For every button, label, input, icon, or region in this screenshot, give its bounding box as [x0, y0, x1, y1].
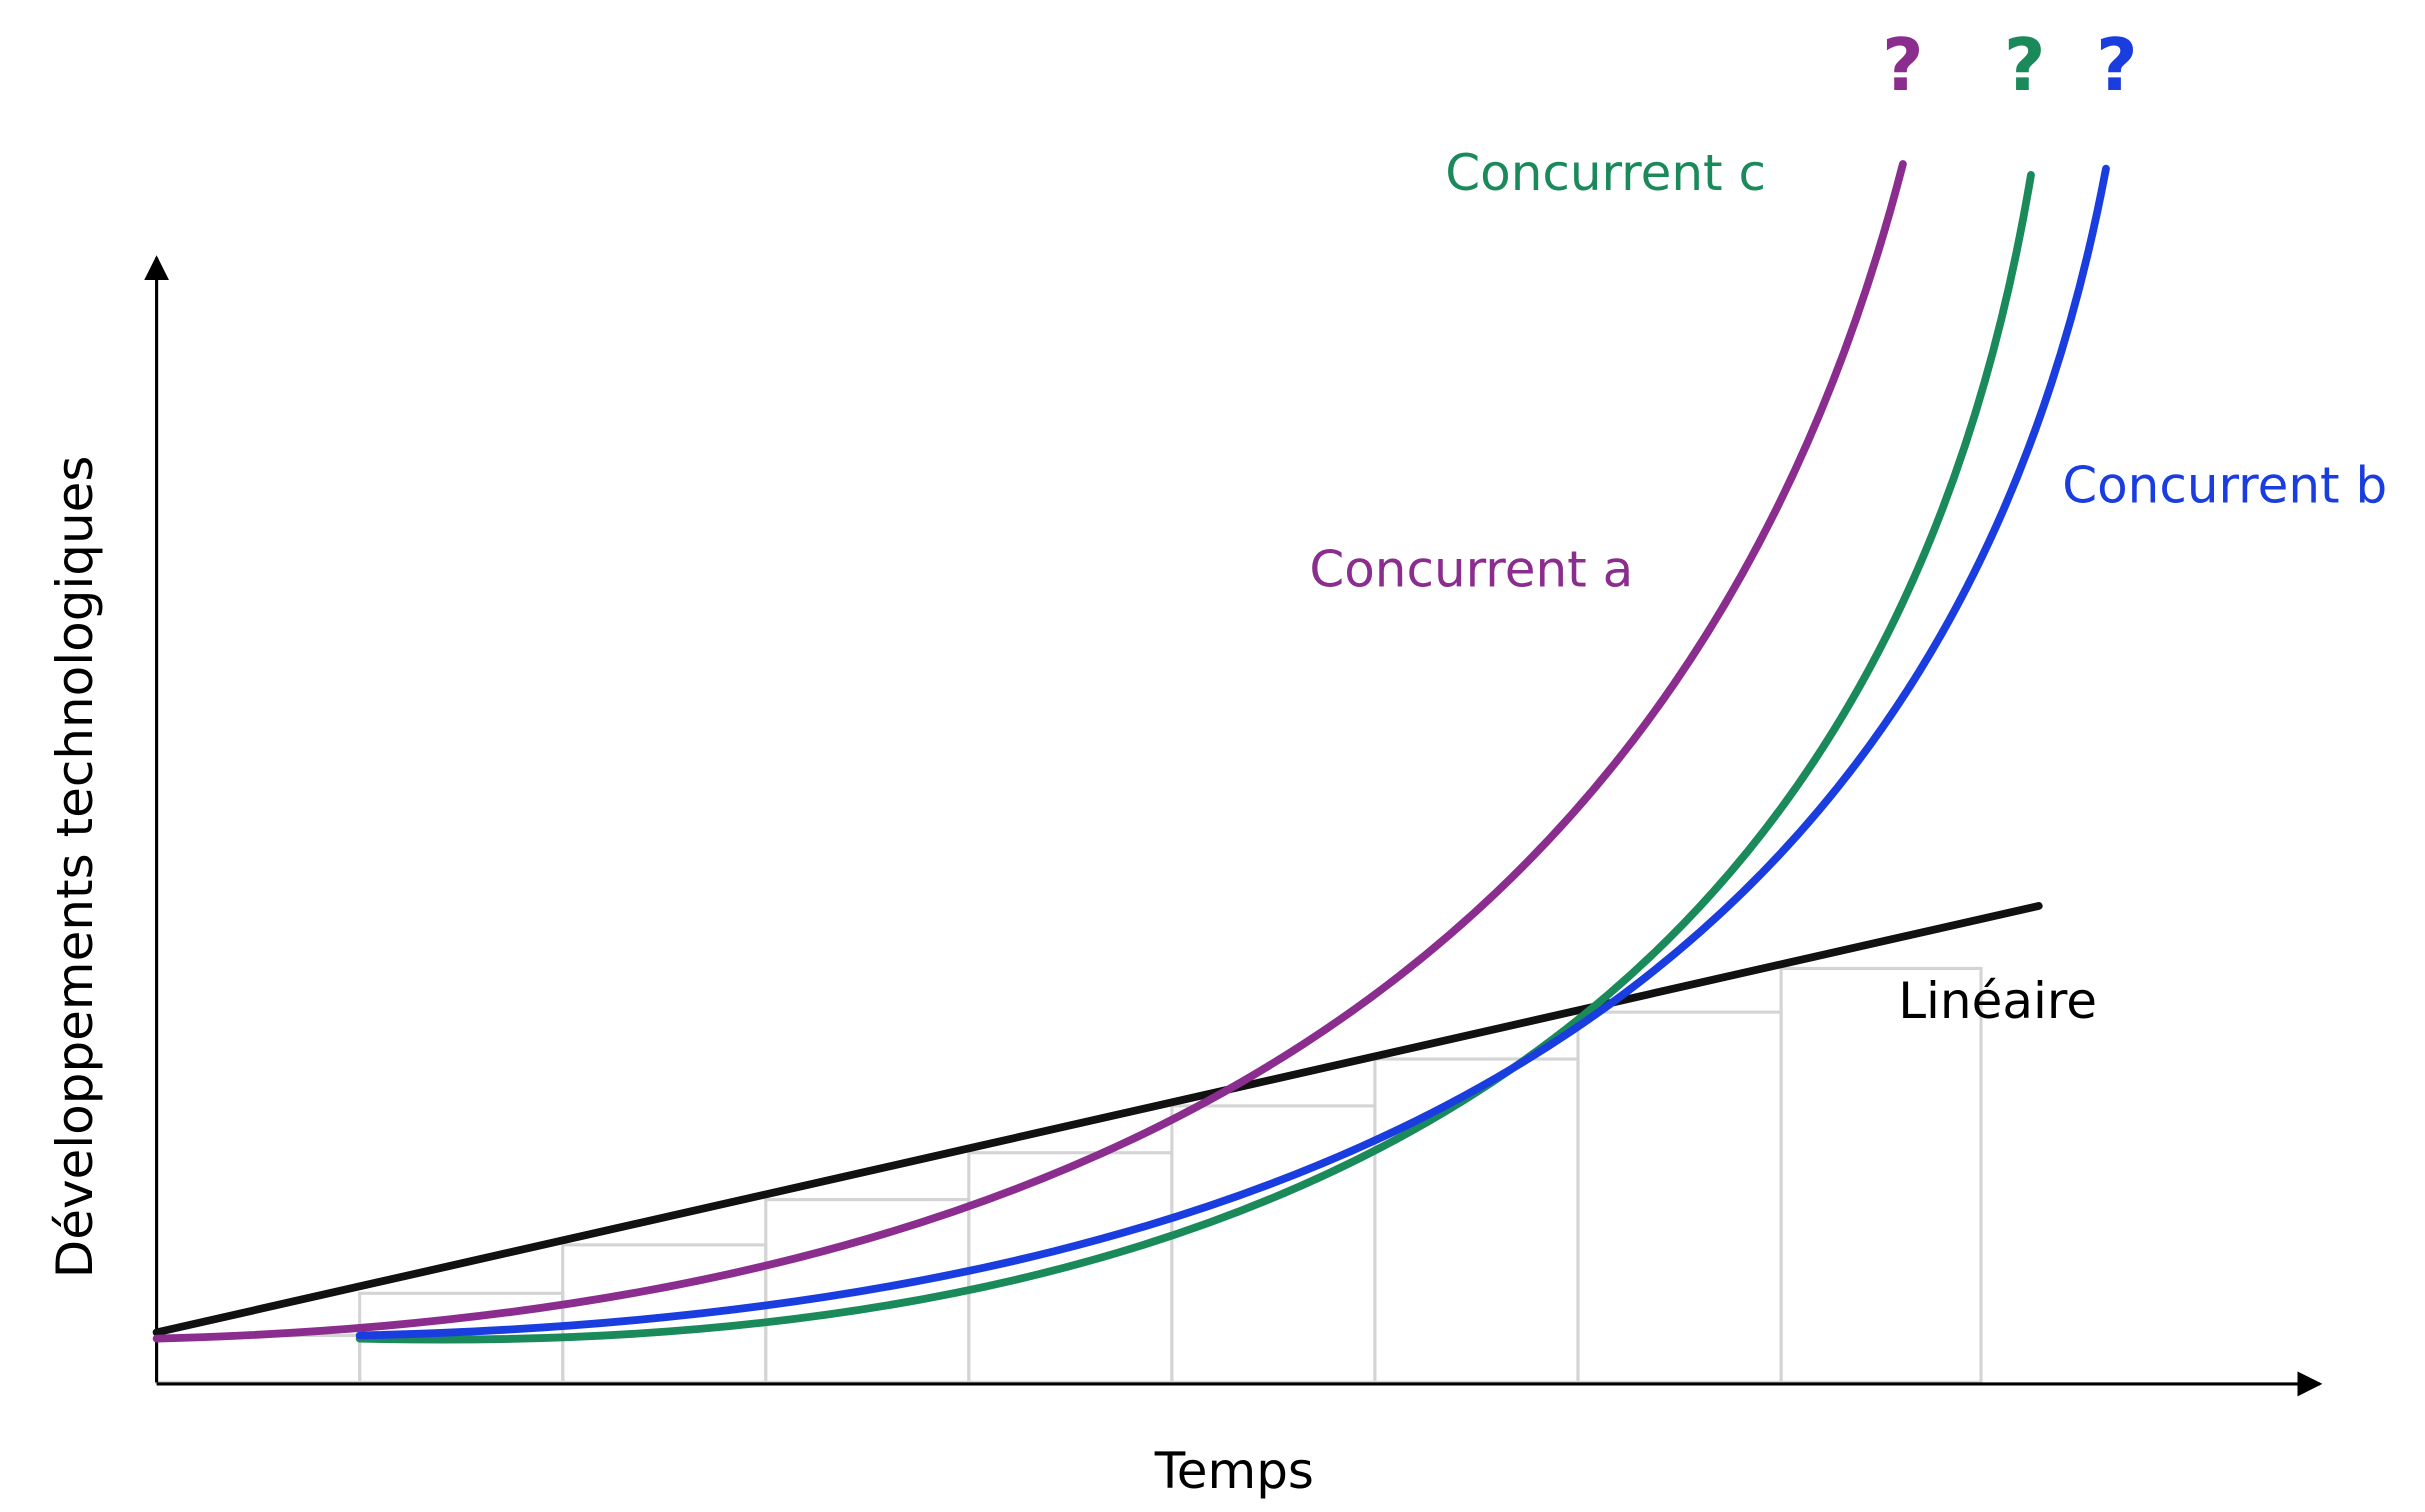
curve-label: Concurrent b [2062, 456, 2387, 514]
y-axis-label: Développements technologiques [46, 456, 104, 1279]
curve-label: Concurrent c [1445, 144, 1766, 202]
linear-line [152, 902, 2043, 1337]
curve-b [355, 164, 2110, 1340]
question-mark: ? [1882, 23, 1924, 107]
curve-a [152, 160, 1907, 1343]
x-axis-label: Temps [1154, 1442, 1314, 1500]
curve-c [355, 171, 2035, 1344]
linear-label: Linéaire [1898, 972, 2097, 1030]
curve-label: Concurrent a [1309, 541, 1633, 599]
question-mark: ? [2004, 23, 2046, 107]
question-mark: ? [2096, 23, 2138, 107]
